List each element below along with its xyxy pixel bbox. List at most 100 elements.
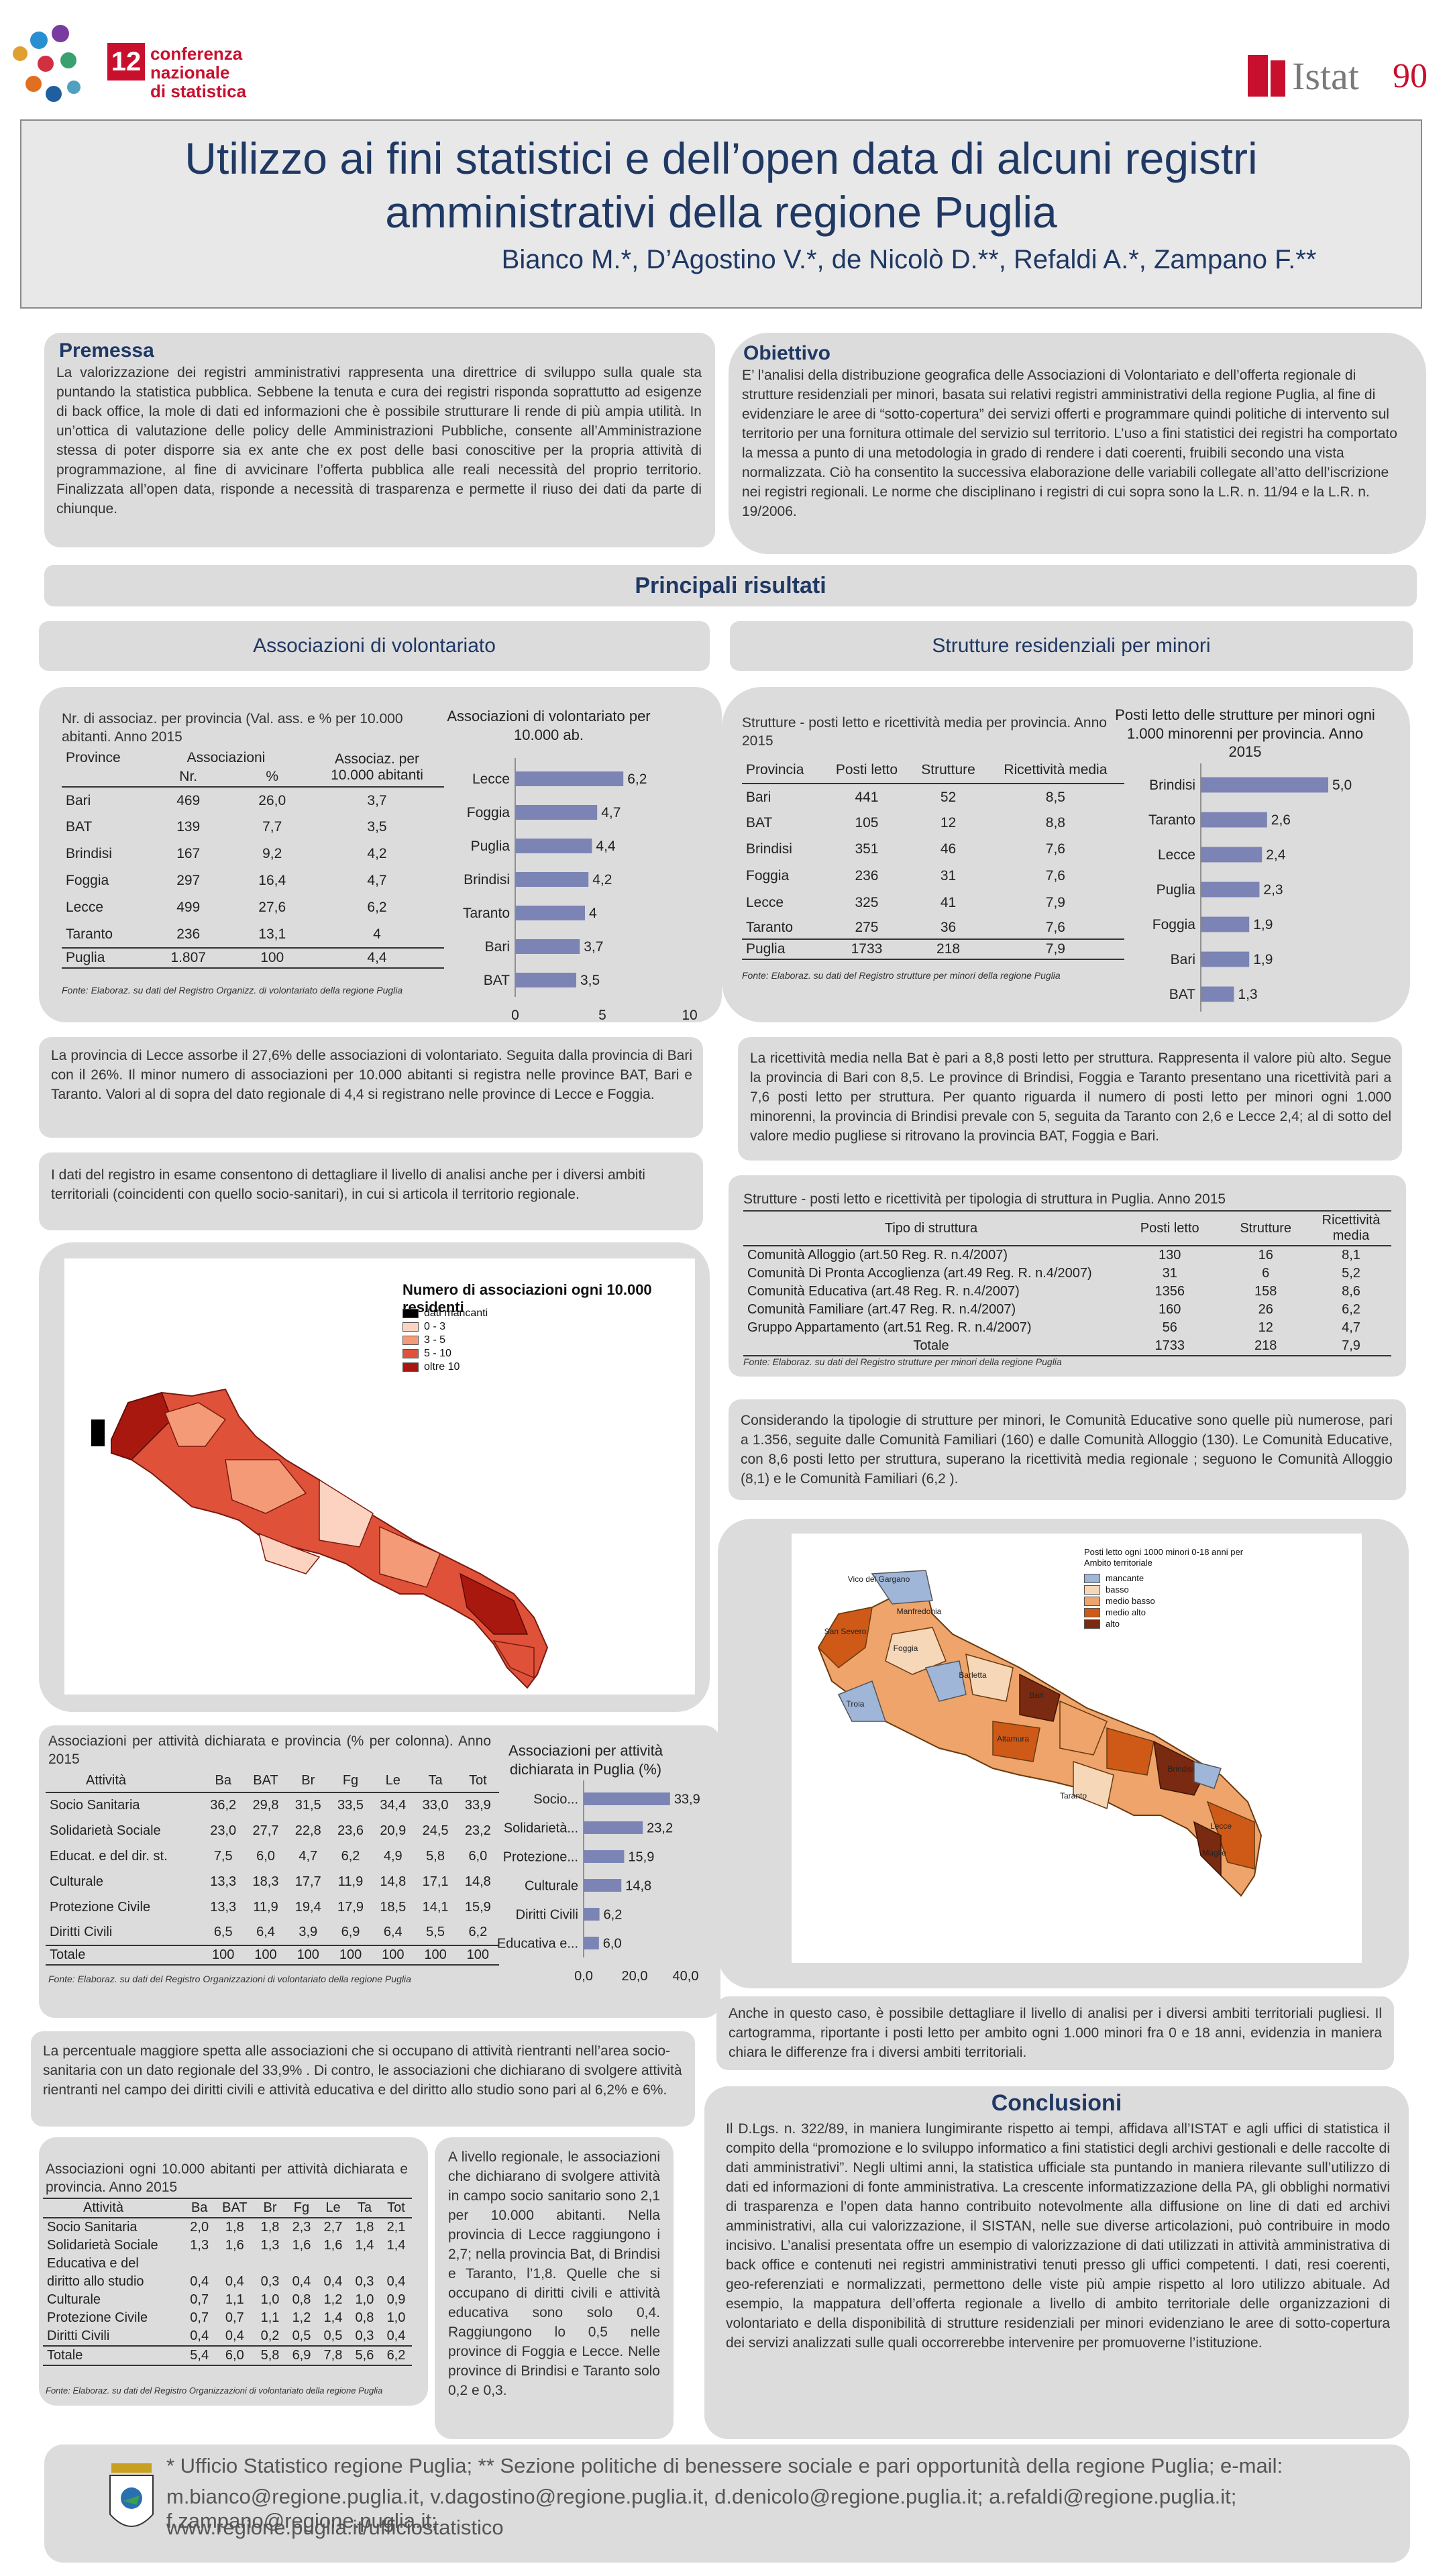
c2-title: Posti letto delle strutture per minori o…: [1115, 706, 1375, 760]
bar: [1201, 986, 1234, 1002]
legend-swatch: [1084, 1596, 1100, 1606]
bar-category-label: Taranto: [463, 906, 510, 921]
title-box: Utilizzo ai fini statistici e dell’open …: [20, 119, 1422, 309]
bar-category-label: Bari: [485, 939, 510, 955]
legend-label: oltre 10: [424, 1361, 460, 1373]
t1-title: Nr. di associaz. per provincia (Val. ass…: [62, 711, 403, 745]
table-row: Comunità Di Pronta Accoglienza (art.49 R…: [747, 1266, 1360, 1281]
t5-h-0: Attività: [83, 2200, 124, 2215]
t2-h-1: Posti letto: [835, 761, 898, 777]
bar-category-label: Solidarietà...: [504, 1821, 578, 1836]
legend-item: basso: [1084, 1584, 1155, 1595]
bar-value-label: 1,9: [1253, 917, 1273, 932]
t5-h-1: Ba: [191, 2200, 208, 2215]
t1-h-assoc: Associazioni: [186, 750, 266, 765]
table-row: Culturale 0,7 1,1 1,0 0,8 1,2 1,0 0,9: [47, 2292, 406, 2307]
legend-label: basso: [1106, 1585, 1129, 1595]
registro-paragraph-panel: I dati del registro in esame consentono …: [39, 1152, 703, 1230]
conference-logo: 12 conferenza nazionale di statistica: [7, 13, 288, 114]
footer-line3[interactable]: www.regione.puglia.it/ufficiostatistico: [166, 2516, 504, 2539]
legend-item: medio basso: [1084, 1595, 1155, 1607]
registro-paragraph: I dati del registro in esame consentono …: [51, 1167, 645, 1202]
bar-category-label: BAT: [1169, 987, 1195, 1002]
legend-label: medio basso: [1106, 1596, 1155, 1606]
bar: [584, 1879, 622, 1892]
table-row-total: Totale 100 100 100 100 100 100 100: [46, 1945, 499, 1965]
t4-h-7: Tot: [469, 1773, 487, 1788]
t1-h-prov: Province: [66, 750, 121, 765]
legend-swatch: [402, 1349, 419, 1358]
bar: [584, 1821, 643, 1834]
t2-h-0: Provincia: [746, 761, 804, 777]
c1-title: Associazioni di volontariato per 10.000 …: [447, 708, 651, 743]
c3-title: Associazioni per attività dichiarata in …: [508, 1742, 663, 1778]
bar: [515, 839, 592, 853]
bar-value-label: 5,0: [1332, 777, 1352, 793]
istat-90: 90: [1393, 57, 1428, 95]
legend-swatch: [402, 1362, 419, 1372]
t5-h-6: Ta: [357, 2200, 372, 2215]
bar-category-label: BAT: [484, 973, 510, 988]
percent-paragraph: La percentuale maggiore spetta alle asso…: [43, 2043, 682, 2098]
map1-panel: Numero di associazioni ogni 10.000 resid…: [39, 1242, 710, 1712]
t3-source: Fonte: Elaboraz. su dati del Registro st…: [743, 1356, 1062, 1367]
bar-value-label: 23,2: [647, 1821, 673, 1836]
c3-chart: Socio... 33,9 Solidarietà... 23,2 Protezione…: [497, 1780, 700, 1984]
bar-value-label: 2,6: [1271, 812, 1291, 828]
t4-source: Fonte: Elaboraz. su dati del Registro Or…: [48, 1974, 411, 1984]
istat-logo: Istat 90: [1248, 54, 1442, 101]
bar-value-label: 2,3: [1263, 882, 1283, 898]
table-row: Solidarietà Sociale 23,0 27,7 22,8 23,6 20,9 2…: [50, 1823, 491, 1838]
table-row: Protezione Civile 0,7 0,7 1,1 1,2 1,4 0,8 1,0: [47, 2310, 406, 2325]
bar-value-label: 6,2: [627, 771, 647, 787]
bar-value-label: 33,9: [674, 1792, 700, 1807]
place-label: Brindisi: [1167, 1764, 1193, 1774]
bar: [1201, 847, 1263, 863]
legend-swatch: [1084, 1573, 1100, 1583]
place-label: Taranto: [1060, 1791, 1087, 1801]
bar-category-label: Puglia: [471, 839, 511, 854]
bar-category-label: Socio...: [533, 1792, 578, 1807]
legend-label: mancante: [1106, 1573, 1144, 1583]
tick-label: 5: [598, 1008, 606, 1022]
bar-category-label: Foggia: [1152, 917, 1196, 932]
bar: [515, 939, 580, 954]
tipologia-table: Tipo di struttura Posti letto Strutture …: [743, 1210, 1391, 1356]
table-row: diritto allo studio 0,4 0,4 0,3 0,4 0,4 0,3 0,4: [47, 2274, 406, 2289]
bar-category-label: Lecce: [1158, 847, 1195, 863]
table-row: Bari 469 26,0 3,7: [66, 792, 387, 808]
map2-panel: Vico del Gargano San Severo Manfredonia Fog…: [718, 1519, 1409, 1988]
bar: [515, 872, 589, 887]
obiettivo-text: E’ l’analisi della distribuzione geograf…: [742, 368, 1397, 519]
bar: [515, 906, 585, 920]
table-row: Lecce 499 27,6 6,2: [66, 900, 387, 915]
table-row: Lecce 325 41 7,9: [746, 895, 1065, 910]
c1-chart: Lecce 6,2 Foggia 4,7 Puglia 4,4 Brindisi 4,2 Tar…: [463, 758, 698, 1022]
place-label: Bari: [1029, 1690, 1043, 1700]
tipologie-paragraph: Considerando la tipologie di strutture p…: [741, 1413, 1393, 1487]
legend-item: oltre 10: [402, 1360, 488, 1374]
tipologie-paragraph-panel: Considerando la tipologie di strutture p…: [729, 1399, 1406, 1500]
table-row: Foggia 236 31 7,6: [746, 868, 1065, 883]
legend-item: medio alto: [1084, 1607, 1155, 1618]
premessa-panel: Premessa La valorizzazione dei registri …: [44, 333, 715, 547]
puglia-ambiti-map: [817, 1586, 1263, 1897]
conclusioni-heading: Conclusioni: [991, 2090, 1122, 2116]
poster-title-line1: Utilizzo ai fini statistici e dell’open …: [184, 133, 1258, 183]
map1-title: Numero di associazioni ogni 10.000 resid…: [402, 1281, 652, 1316]
footer-line2[interactable]: m.bianco@regione.puglia.it, v.dagostino@…: [166, 2485, 1237, 2532]
assoc-province-table: Province Associazioni Associaz. per 10.0…: [62, 749, 444, 969]
obiettivo-heading: Obiettivo: [743, 342, 831, 364]
bar-value-label: 1,3: [1238, 987, 1257, 1002]
premessa-heading: Premessa: [59, 339, 154, 362]
bar: [584, 1908, 600, 1921]
t4-h-0: Attività: [86, 1773, 127, 1788]
tipologia-panel: Strutture - posti letto e ricettività pe…: [729, 1175, 1406, 1377]
table-row: Taranto 275 36 7,6: [746, 919, 1065, 935]
place-label: Vico del Gargano: [848, 1574, 910, 1584]
puglia-crest-icon: [109, 2463, 154, 2527]
t5-h-4: Fg: [293, 2200, 310, 2215]
bar-value-label: 6,2: [604, 1908, 623, 1923]
legend-item: alto: [1084, 1618, 1155, 1629]
conclusioni-text: Il D.Lgs. n. 322/89, in maniera lungimir…: [726, 2121, 1390, 2351]
